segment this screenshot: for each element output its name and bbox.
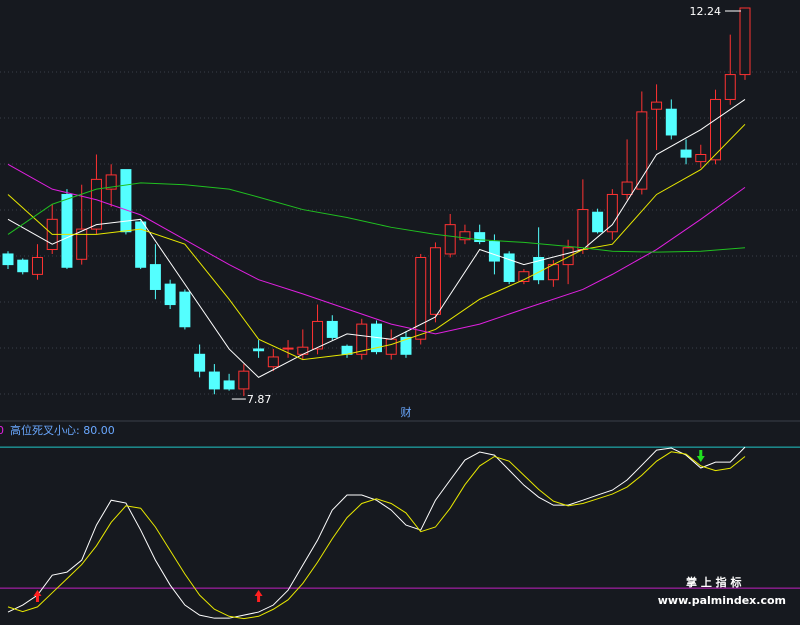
marker-label: 财 <box>400 405 411 419</box>
candle-body <box>739 7 751 76</box>
candle-body <box>61 193 73 268</box>
candle-body <box>562 247 574 266</box>
candle-body <box>149 264 161 290</box>
candle-body <box>208 371 220 390</box>
candle-body <box>592 211 604 233</box>
ma-line <box>7 163 746 335</box>
candle-body <box>710 98 722 161</box>
candle-body <box>17 259 29 273</box>
candle-body <box>459 231 471 241</box>
indicator-line <box>7 446 746 619</box>
candle-body <box>429 247 441 315</box>
indicator-line <box>7 451 746 620</box>
watermark-bg <box>582 590 792 612</box>
candle-body <box>724 74 736 100</box>
candle-body <box>238 370 250 390</box>
ma-line <box>7 182 746 253</box>
candle-body <box>90 178 102 230</box>
watermark-url: www.palmindex.com <box>658 594 786 607</box>
candle-body <box>356 323 368 355</box>
candle-body <box>606 193 618 233</box>
candle-body <box>135 221 147 268</box>
candle-body <box>400 336 412 355</box>
candle-body <box>179 291 191 328</box>
candle-body <box>2 253 14 266</box>
candle-body <box>695 154 707 163</box>
candle-body <box>533 257 545 281</box>
candle-body <box>385 338 397 355</box>
candle-body <box>194 353 206 372</box>
candle-body <box>31 257 43 275</box>
candle-body <box>474 232 486 243</box>
candle-body <box>297 346 309 355</box>
candle-body <box>651 101 663 110</box>
candle-body <box>326 320 338 338</box>
ma-line <box>7 123 746 361</box>
candle-body <box>488 241 500 262</box>
candle-body <box>444 224 456 255</box>
candle-body <box>621 181 633 195</box>
annotation-label: 7.87 <box>247 393 272 406</box>
candle-body <box>312 320 324 350</box>
candle-body <box>282 347 294 350</box>
candle-body <box>253 348 265 352</box>
watermark-brand: 掌 上 指 标 <box>686 575 742 589</box>
ma-line <box>7 99 746 378</box>
sell-arrow <box>696 450 705 462</box>
candle-body <box>164 283 176 306</box>
buy-arrow <box>254 590 263 602</box>
candle-body <box>415 257 427 340</box>
annotation-label: 12.24 <box>690 5 722 18</box>
indicator-prefix: 0 <box>0 424 4 437</box>
candle-body <box>105 174 117 190</box>
candle-body <box>636 111 648 190</box>
candle-body <box>267 356 279 368</box>
indicator-title: 高位死叉小心: 80.00 <box>10 423 115 437</box>
buy-arrow <box>33 590 42 602</box>
candle-body <box>120 169 132 233</box>
candle-body <box>76 228 88 260</box>
candle-body <box>503 253 515 282</box>
candle-body <box>577 209 589 251</box>
candle-body <box>223 380 235 390</box>
candle-body <box>665 108 677 136</box>
candle-body <box>680 149 692 158</box>
